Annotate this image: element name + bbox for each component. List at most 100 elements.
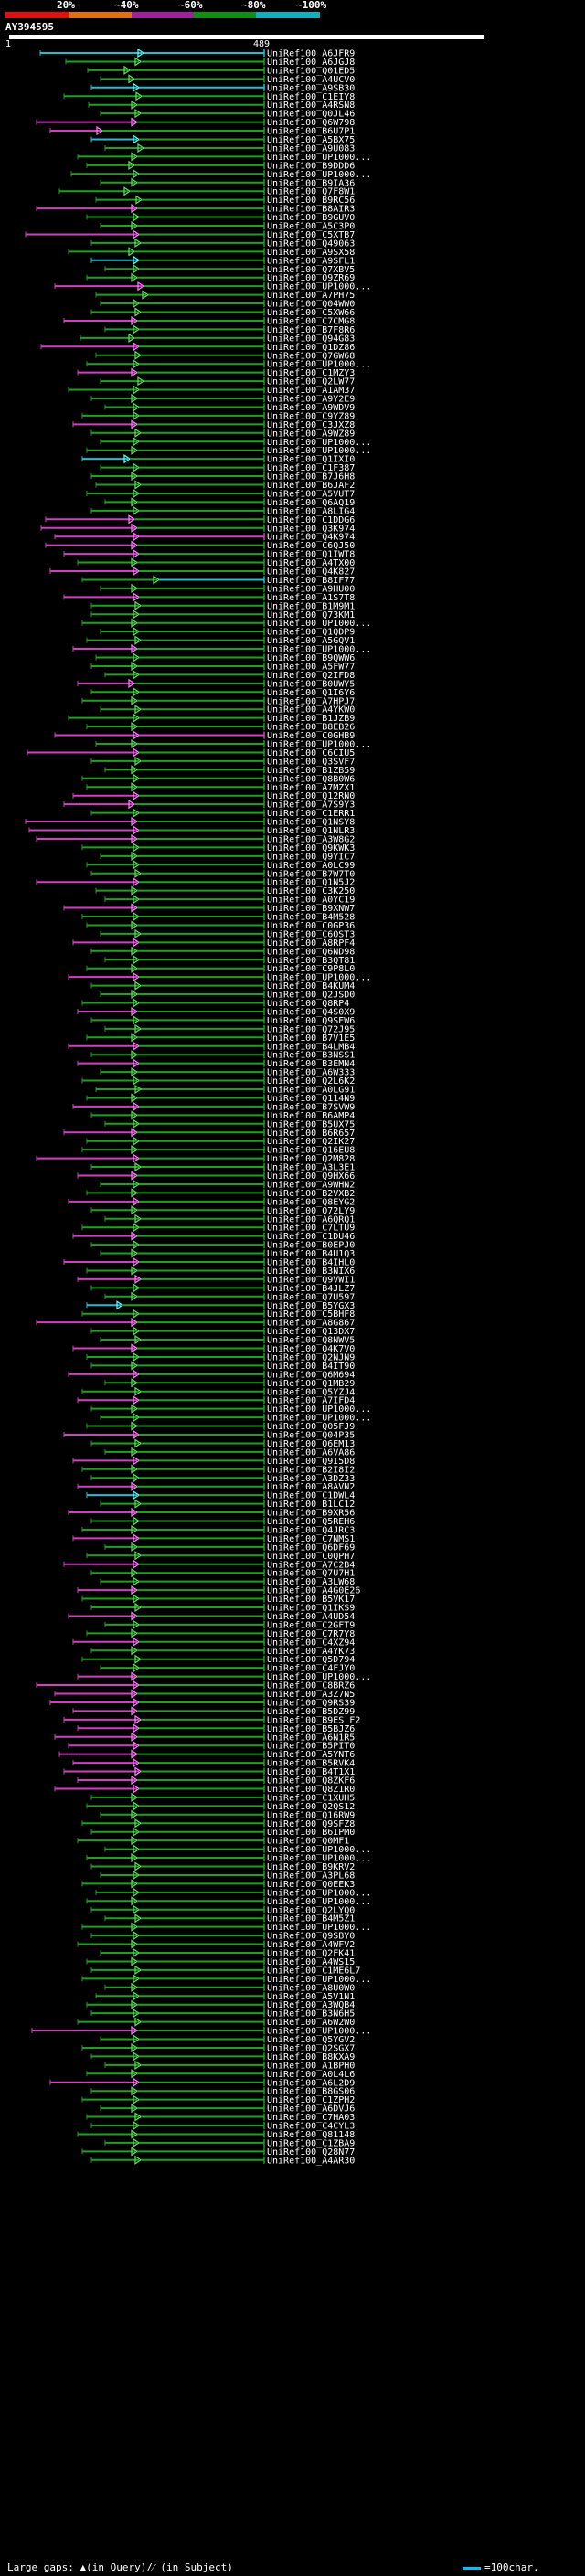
- hit-row[interactable]: UniRef100_B7J6H8: [90, 471, 355, 482]
- hit-label[interactable]: UniRef100_C6OST3: [267, 929, 355, 939]
- hit-row[interactable]: UniRef100_A9SB30: [90, 82, 355, 93]
- hit-row[interactable]: UniRef100_C1DWL4: [86, 1490, 355, 1501]
- hit-label[interactable]: UniRef100_B1M9M1: [267, 601, 355, 611]
- hit-row[interactable]: UniRef100_Q6AQ19: [104, 497, 355, 508]
- hit-row[interactable]: UniRef100_UP1000...: [86, 1852, 371, 1864]
- hit-label[interactable]: UniRef100_B8KXA9: [267, 2052, 355, 2062]
- hit-row[interactable]: UniRef100_A3DZ33: [90, 1473, 355, 1484]
- hit-row[interactable]: UniRef100_Q2IFD8: [104, 670, 355, 681]
- hit-label[interactable]: UniRef100_Q6DF69: [267, 1542, 355, 1553]
- hit-label[interactable]: UniRef100_B0UWY5: [267, 679, 355, 689]
- hit-row[interactable]: UniRef100_Q9SEW6: [90, 1015, 355, 1026]
- hit-row[interactable]: UniRef100_B1JZB9: [68, 713, 355, 724]
- hit-label[interactable]: UniRef100_Q1IKS9: [267, 1604, 355, 1614]
- hit-row[interactable]: UniRef100_UP1000...: [81, 1922, 371, 1933]
- hit-label[interactable]: UniRef100_Q16RW9: [267, 1810, 355, 1820]
- hit-row[interactable]: UniRef100_Q4JRC3: [81, 1524, 355, 1535]
- hit-label[interactable]: UniRef100_UP1000...: [267, 360, 371, 370]
- hit-label[interactable]: UniRef100_UP1000...: [267, 1854, 371, 1864]
- hit-label[interactable]: UniRef100_A7PH75: [267, 291, 355, 301]
- hit-label[interactable]: UniRef100_Q94G83: [267, 334, 355, 344]
- hit-row[interactable]: UniRef100_Q1DZ86: [40, 342, 355, 353]
- hit-label[interactable]: UniRef100_B9GUV0: [267, 213, 355, 223]
- hit-label[interactable]: UniRef100_UP1000...: [267, 1845, 371, 1855]
- hit-label[interactable]: UniRef100_A7HPJ7: [267, 696, 355, 706]
- hit-label[interactable]: UniRef100_C1DDG6: [267, 515, 355, 525]
- hit-row[interactable]: UniRef100_A6L2D9: [49, 2077, 355, 2088]
- hit-label[interactable]: UniRef100_Q8Z1R0: [267, 1785, 355, 1795]
- hit-row[interactable]: UniRef100_Q9ZR69: [86, 272, 355, 283]
- hit-label[interactable]: UniRef100_C1MZY3: [267, 368, 355, 378]
- hit-label[interactable]: UniRef100_Q81148: [267, 2130, 355, 2140]
- hit-row[interactable]: UniRef100_Q6M694: [68, 1369, 355, 1380]
- hit-row[interactable]: UniRef100_A7MZX1: [86, 782, 355, 793]
- hit-row[interactable]: UniRef100_Q7XBV5: [104, 264, 355, 275]
- hit-row[interactable]: UniRef100_C7CMG8: [63, 315, 355, 326]
- hit-label[interactable]: UniRef100_A8LIG4: [267, 506, 355, 516]
- hit-row[interactable]: UniRef100_UP1000...: [86, 445, 371, 456]
- hit-row[interactable]: UniRef100_Q72LY9: [90, 1205, 355, 1216]
- hit-label[interactable]: UniRef100_B4JLZ7: [267, 1284, 355, 1294]
- hit-row[interactable]: UniRef100_B0UWY5: [77, 678, 355, 689]
- hit-row[interactable]: UniRef100_Q2NJN9: [86, 1352, 355, 1362]
- hit-label[interactable]: UniRef100_Q04P35: [267, 1431, 355, 1441]
- hit-label[interactable]: UniRef100_A4UD54: [267, 1612, 355, 1622]
- hit-row[interactable]: UniRef100_C8BRZ6: [36, 1680, 355, 1691]
- hit-row[interactable]: UniRef100_UP1000...: [104, 1844, 371, 1855]
- hit-label[interactable]: UniRef100_C1F387: [267, 463, 355, 473]
- hit-row[interactable]: UniRef100_A4UD54: [68, 1611, 355, 1622]
- hit-label[interactable]: UniRef100_Q8B0W6: [267, 774, 355, 784]
- hit-row[interactable]: UniRef100_Q1N5J2: [36, 877, 355, 888]
- hit-row[interactable]: UniRef100_A7C2B4: [63, 1559, 355, 1570]
- hit-row[interactable]: UniRef100_UP1000...: [81, 618, 371, 629]
- hit-label[interactable]: UniRef100_C3JXZ8: [267, 420, 355, 430]
- hit-row[interactable]: UniRef100_B8AIR3: [36, 203, 355, 215]
- hit-row[interactable]: UniRef100_C1MZY3: [77, 367, 355, 378]
- hit-label[interactable]: UniRef100_A7IFD4: [267, 1396, 355, 1406]
- hit-row[interactable]: UniRef100_B4LMB4: [68, 1041, 355, 1052]
- hit-row[interactable]: UniRef100_Q3SVF7: [90, 756, 355, 767]
- hit-row[interactable]: UniRef100_Q16EU8: [81, 1145, 355, 1156]
- hit-row[interactable]: UniRef100_A6W2W0: [77, 2017, 355, 2028]
- hit-label[interactable]: UniRef100_A3WQB4: [267, 2000, 355, 2010]
- hit-label[interactable]: UniRef100_UP1000...: [267, 1405, 371, 1415]
- hit-label[interactable]: UniRef100_Q7XBV5: [267, 265, 355, 275]
- hit-row[interactable]: UniRef100_B2VXB2: [86, 1188, 355, 1199]
- hit-label[interactable]: UniRef100_Q49063: [267, 239, 355, 249]
- hit-row[interactable]: UniRef100_A5GQV1: [86, 635, 355, 646]
- hit-row[interactable]: UniRef100_C5BHF8: [81, 1309, 355, 1320]
- hit-row[interactable]: UniRef100_A9SFL1: [90, 255, 355, 266]
- hit-label[interactable]: UniRef100_C0GHB9: [267, 731, 355, 741]
- hit-row[interactable]: UniRef100_Q2LW77: [100, 376, 355, 387]
- hit-label[interactable]: UniRef100_C7LTU9: [267, 1224, 355, 1234]
- hit-row[interactable]: UniRef100_A9WZ89: [90, 428, 355, 439]
- hit-label[interactable]: UniRef100_C7NMS1: [267, 1534, 355, 1544]
- hit-label[interactable]: UniRef100_A1S7T8: [267, 593, 355, 603]
- hit-row[interactable]: UniRef100_Q9I5D8: [72, 1456, 355, 1467]
- hit-row[interactable]: UniRef100_Q9SFZ8: [81, 1818, 355, 1829]
- hit-row[interactable]: UniRef100_C7NMS1: [72, 1533, 355, 1544]
- hit-row[interactable]: UniRef100_Q73KM1: [90, 610, 355, 620]
- hit-label[interactable]: UniRef100_Q6AQ19: [267, 498, 355, 508]
- hit-label[interactable]: UniRef100_A5FW77: [267, 662, 355, 672]
- hit-row[interactable]: UniRef100_UP1000...: [100, 1412, 371, 1424]
- hit-label[interactable]: UniRef100_Q2FK41: [267, 1949, 355, 1959]
- hit-row[interactable]: UniRef100_Q01ED5: [87, 65, 355, 76]
- hit-row[interactable]: UniRef100_A5BX75: [90, 134, 355, 145]
- hit-label[interactable]: UniRef100_Q9YIC7: [267, 852, 355, 862]
- hit-label[interactable]: UniRef100_C1DU46: [267, 1232, 355, 1242]
- hit-label[interactable]: UniRef100_Q0EEK3: [267, 1880, 355, 1890]
- hit-row[interactable]: UniRef100_C0GP36: [86, 920, 355, 931]
- hit-label[interactable]: UniRef100_A3L3E1: [267, 1163, 355, 1173]
- hit-label[interactable]: UniRef100_UP1000...: [267, 1672, 371, 1682]
- hit-label[interactable]: UniRef100_Q4K827: [267, 567, 355, 578]
- hit-label[interactable]: UniRef100_Q9ZR69: [267, 273, 355, 283]
- hit-row[interactable]: UniRef100_B5BJZ6: [77, 1723, 355, 1734]
- hit-row[interactable]: UniRef100_C9YZ89: [81, 410, 355, 421]
- hit-label[interactable]: UniRef100_A0LG91: [267, 1086, 355, 1096]
- hit-label[interactable]: UniRef100_Q1N5J2: [267, 878, 355, 888]
- hit-label[interactable]: UniRef100_A9SFL1: [267, 256, 355, 266]
- hit-row[interactable]: UniRef100_UP1000...: [86, 1896, 371, 1907]
- hit-row[interactable]: UniRef100_Q1IWT8: [63, 548, 355, 560]
- hit-row[interactable]: UniRef100_B7SVW9: [72, 1101, 355, 1112]
